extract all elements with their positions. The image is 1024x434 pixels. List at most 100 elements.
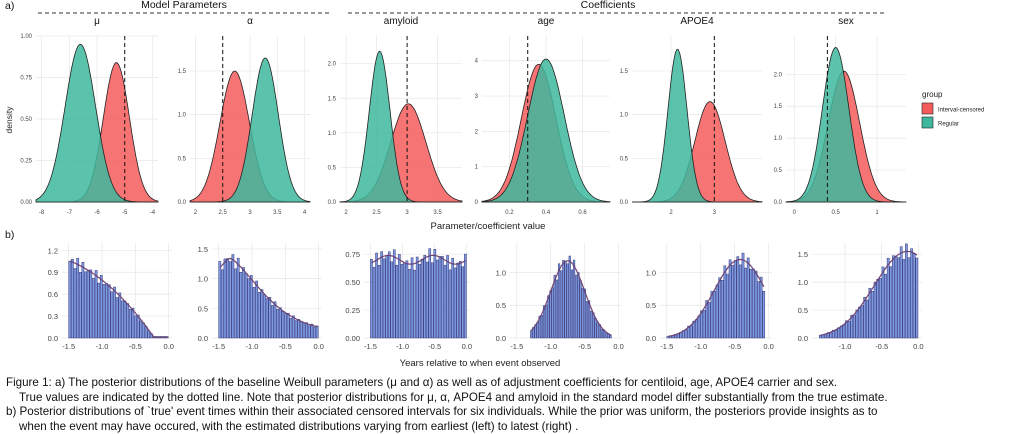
x-tick-label: 0.0 <box>313 342 323 351</box>
y-tick-label: 0.6 <box>48 290 58 299</box>
caption-line-1: Figure 1: a) The posterior distributions… <box>6 376 838 389</box>
histogram-bar <box>126 303 130 339</box>
histogram-bar <box>382 258 386 339</box>
panel-title: α <box>247 16 253 27</box>
histogram-bar <box>102 284 106 339</box>
histogram-bar <box>723 265 727 339</box>
x-tick-label: -0.5 <box>428 342 441 351</box>
histogram-bar <box>425 261 429 339</box>
y-tick-label: 1.0 <box>328 131 337 137</box>
x-tick-label: -8 <box>39 210 45 216</box>
histogram-bar <box>837 327 841 339</box>
y-tick-label: 1.00 <box>20 34 32 40</box>
histogram-bar <box>441 256 444 339</box>
histogram-bar <box>907 257 911 339</box>
x-tick-label: 0.0 <box>163 342 173 351</box>
histogram-bar <box>860 305 864 339</box>
y-tick-label: 1.5 <box>178 69 187 75</box>
y-tick-label: 1.0 <box>620 113 629 119</box>
y-tick-label: 0.9 <box>48 268 58 277</box>
density-overlay <box>371 254 466 265</box>
histogram-bar <box>886 257 890 339</box>
histogram-bar <box>754 270 758 339</box>
histogram-bar <box>423 254 427 339</box>
histogram-bar <box>687 325 690 339</box>
histogram-bar <box>710 291 714 339</box>
legend-item-interval-censored: Interval-censored <box>938 108 984 114</box>
histogram-bar <box>749 268 753 339</box>
histogram-bar <box>741 252 745 339</box>
histogram-bar <box>453 267 457 339</box>
histogram-panel-2: 0.0 0.5 1.0 1.5 -1.5 -1.0 -0.5 0.0 <box>198 243 324 351</box>
x-tick-label: -1.5 <box>212 342 225 351</box>
histogram-bar <box>443 264 447 339</box>
group-header-params: Model Parameters <box>141 0 227 11</box>
histogram-bar <box>594 318 597 339</box>
histogram-bar <box>545 304 548 339</box>
histogram-bar <box>845 320 848 339</box>
x-tick-label: -0.5 <box>129 342 142 351</box>
x-tick-label: 3 <box>248 210 252 216</box>
histogram-bar <box>105 283 108 339</box>
density-overlay <box>531 260 611 336</box>
panel-a-label: a) <box>5 0 14 12</box>
legend-swatch-interval-censored <box>921 102 934 115</box>
histogram-bar <box>692 320 696 339</box>
y-tick-label: 1.0 <box>798 278 808 287</box>
y-tick-label: 1.0 <box>646 268 656 277</box>
histogram-bar <box>305 322 308 339</box>
histogram-bar <box>121 300 124 339</box>
histogram-bar <box>894 255 898 339</box>
histogram-bar <box>609 334 612 339</box>
histogram-bar <box>223 258 227 339</box>
panel-title: APOE4 <box>680 16 714 27</box>
x-tick-label: -4 <box>150 210 156 216</box>
x-tick-label: 2.5 <box>372 210 381 216</box>
histogram-bar <box>94 270 98 339</box>
caption-line-4: when the event may have occured, with th… <box>19 419 579 433</box>
x-tick-label: 3 <box>405 210 409 216</box>
y-tick-label: 1.5 <box>798 250 808 259</box>
density-panel-1: μ 0.00 0.25 0.50 0.75 1.00 -8 -7 -6 -5 -4 <box>20 16 159 216</box>
legend-swatch-regular <box>921 116 934 129</box>
x-tick-label: 0.0 <box>913 342 923 351</box>
histogram-bar <box>850 314 854 339</box>
histogram-bar <box>536 322 539 339</box>
y-tick-label: 0.75 <box>20 76 32 82</box>
caption-line-2: True values are indicated by the dotted … <box>19 390 888 404</box>
histogram-bar <box>415 256 419 339</box>
histogram-bar <box>873 281 877 339</box>
density-panel-4: age 0 1 2 3 4 0.2 0.4 0.6 <box>475 16 611 216</box>
histogram-bar <box>273 301 277 339</box>
histogram-bar <box>540 315 544 339</box>
histogram-bar <box>600 328 604 339</box>
histogram-bar <box>832 329 835 339</box>
histogram-bar <box>697 315 701 339</box>
histogram-bar <box>884 273 887 339</box>
histogram-bar <box>255 280 258 339</box>
x-tick-label: -0.5 <box>279 342 292 351</box>
histogram-bar <box>902 259 906 339</box>
histogram-bar <box>228 261 232 339</box>
histogram-bar <box>757 281 760 339</box>
y-tick-label: 1.5 <box>328 96 337 102</box>
y-tick-label: 0.5 <box>620 156 629 162</box>
histogram-bar <box>451 257 454 339</box>
histogram-bar <box>566 263 569 339</box>
histogram-bar <box>583 288 586 339</box>
y-tick-label: 0.0 <box>198 334 208 343</box>
histogram-bar <box>242 267 245 339</box>
y-tick-label: 0.0 <box>646 334 656 343</box>
histogram-bar <box>910 248 913 339</box>
histogram-bar <box>128 308 132 339</box>
x-tick-label: 0.0 <box>613 342 623 351</box>
y-tick-label: 0.5 <box>774 168 783 174</box>
histogram-bar <box>221 269 224 339</box>
histogram-bar <box>400 264 404 339</box>
histogram-bar <box>299 321 303 339</box>
histogram-bar <box>829 332 833 339</box>
x-tick-label: 3.5 <box>273 210 282 216</box>
histogram-bar <box>581 287 584 339</box>
density-regular <box>632 49 762 203</box>
y-tick-label: 0.00 <box>345 334 360 343</box>
